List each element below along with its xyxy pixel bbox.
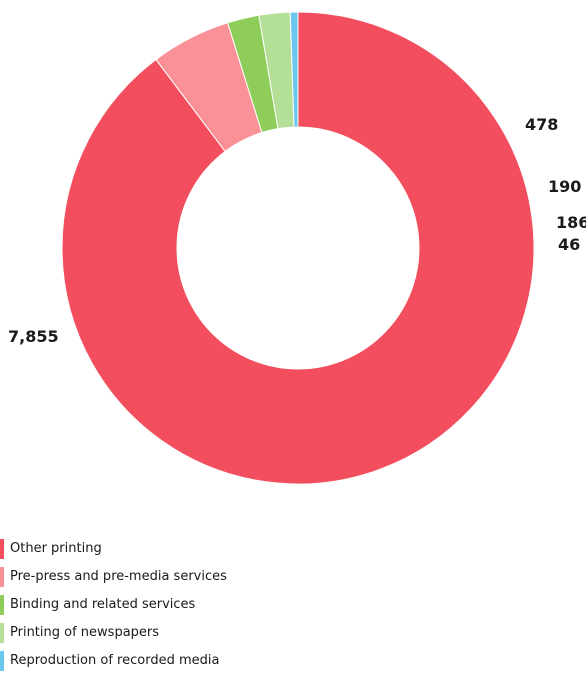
slice-value-label: 190	[548, 177, 581, 196]
slice-value-label: 7,855	[8, 327, 59, 346]
legend-swatch	[0, 623, 4, 643]
legend-swatch	[0, 539, 4, 559]
legend-label: Pre-press and pre-media services	[10, 569, 227, 584]
donut-value-labels: 7,855 478 190 186 46	[8, 115, 586, 346]
donut-slices	[61, 11, 535, 485]
slice-value-label: 478	[525, 115, 558, 134]
slice-value-label: 46	[558, 235, 580, 254]
donut-chart: 7,855 478 190 186 46	[8, 11, 586, 485]
legend-label: Reproduction of recorded media	[10, 653, 220, 668]
legend-label: Printing of newspapers	[10, 625, 160, 640]
legend-swatch	[0, 567, 4, 587]
slice-other-printing	[61, 11, 535, 485]
slice-reproduction-of-recorded-media	[289, 11, 299, 128]
legend-label: Other printing	[10, 541, 102, 556]
legend-swatch	[0, 595, 4, 615]
legend-label: Binding and related services	[10, 597, 196, 612]
slice-value-label: 186	[556, 213, 586, 232]
legend-swatch	[0, 651, 4, 671]
